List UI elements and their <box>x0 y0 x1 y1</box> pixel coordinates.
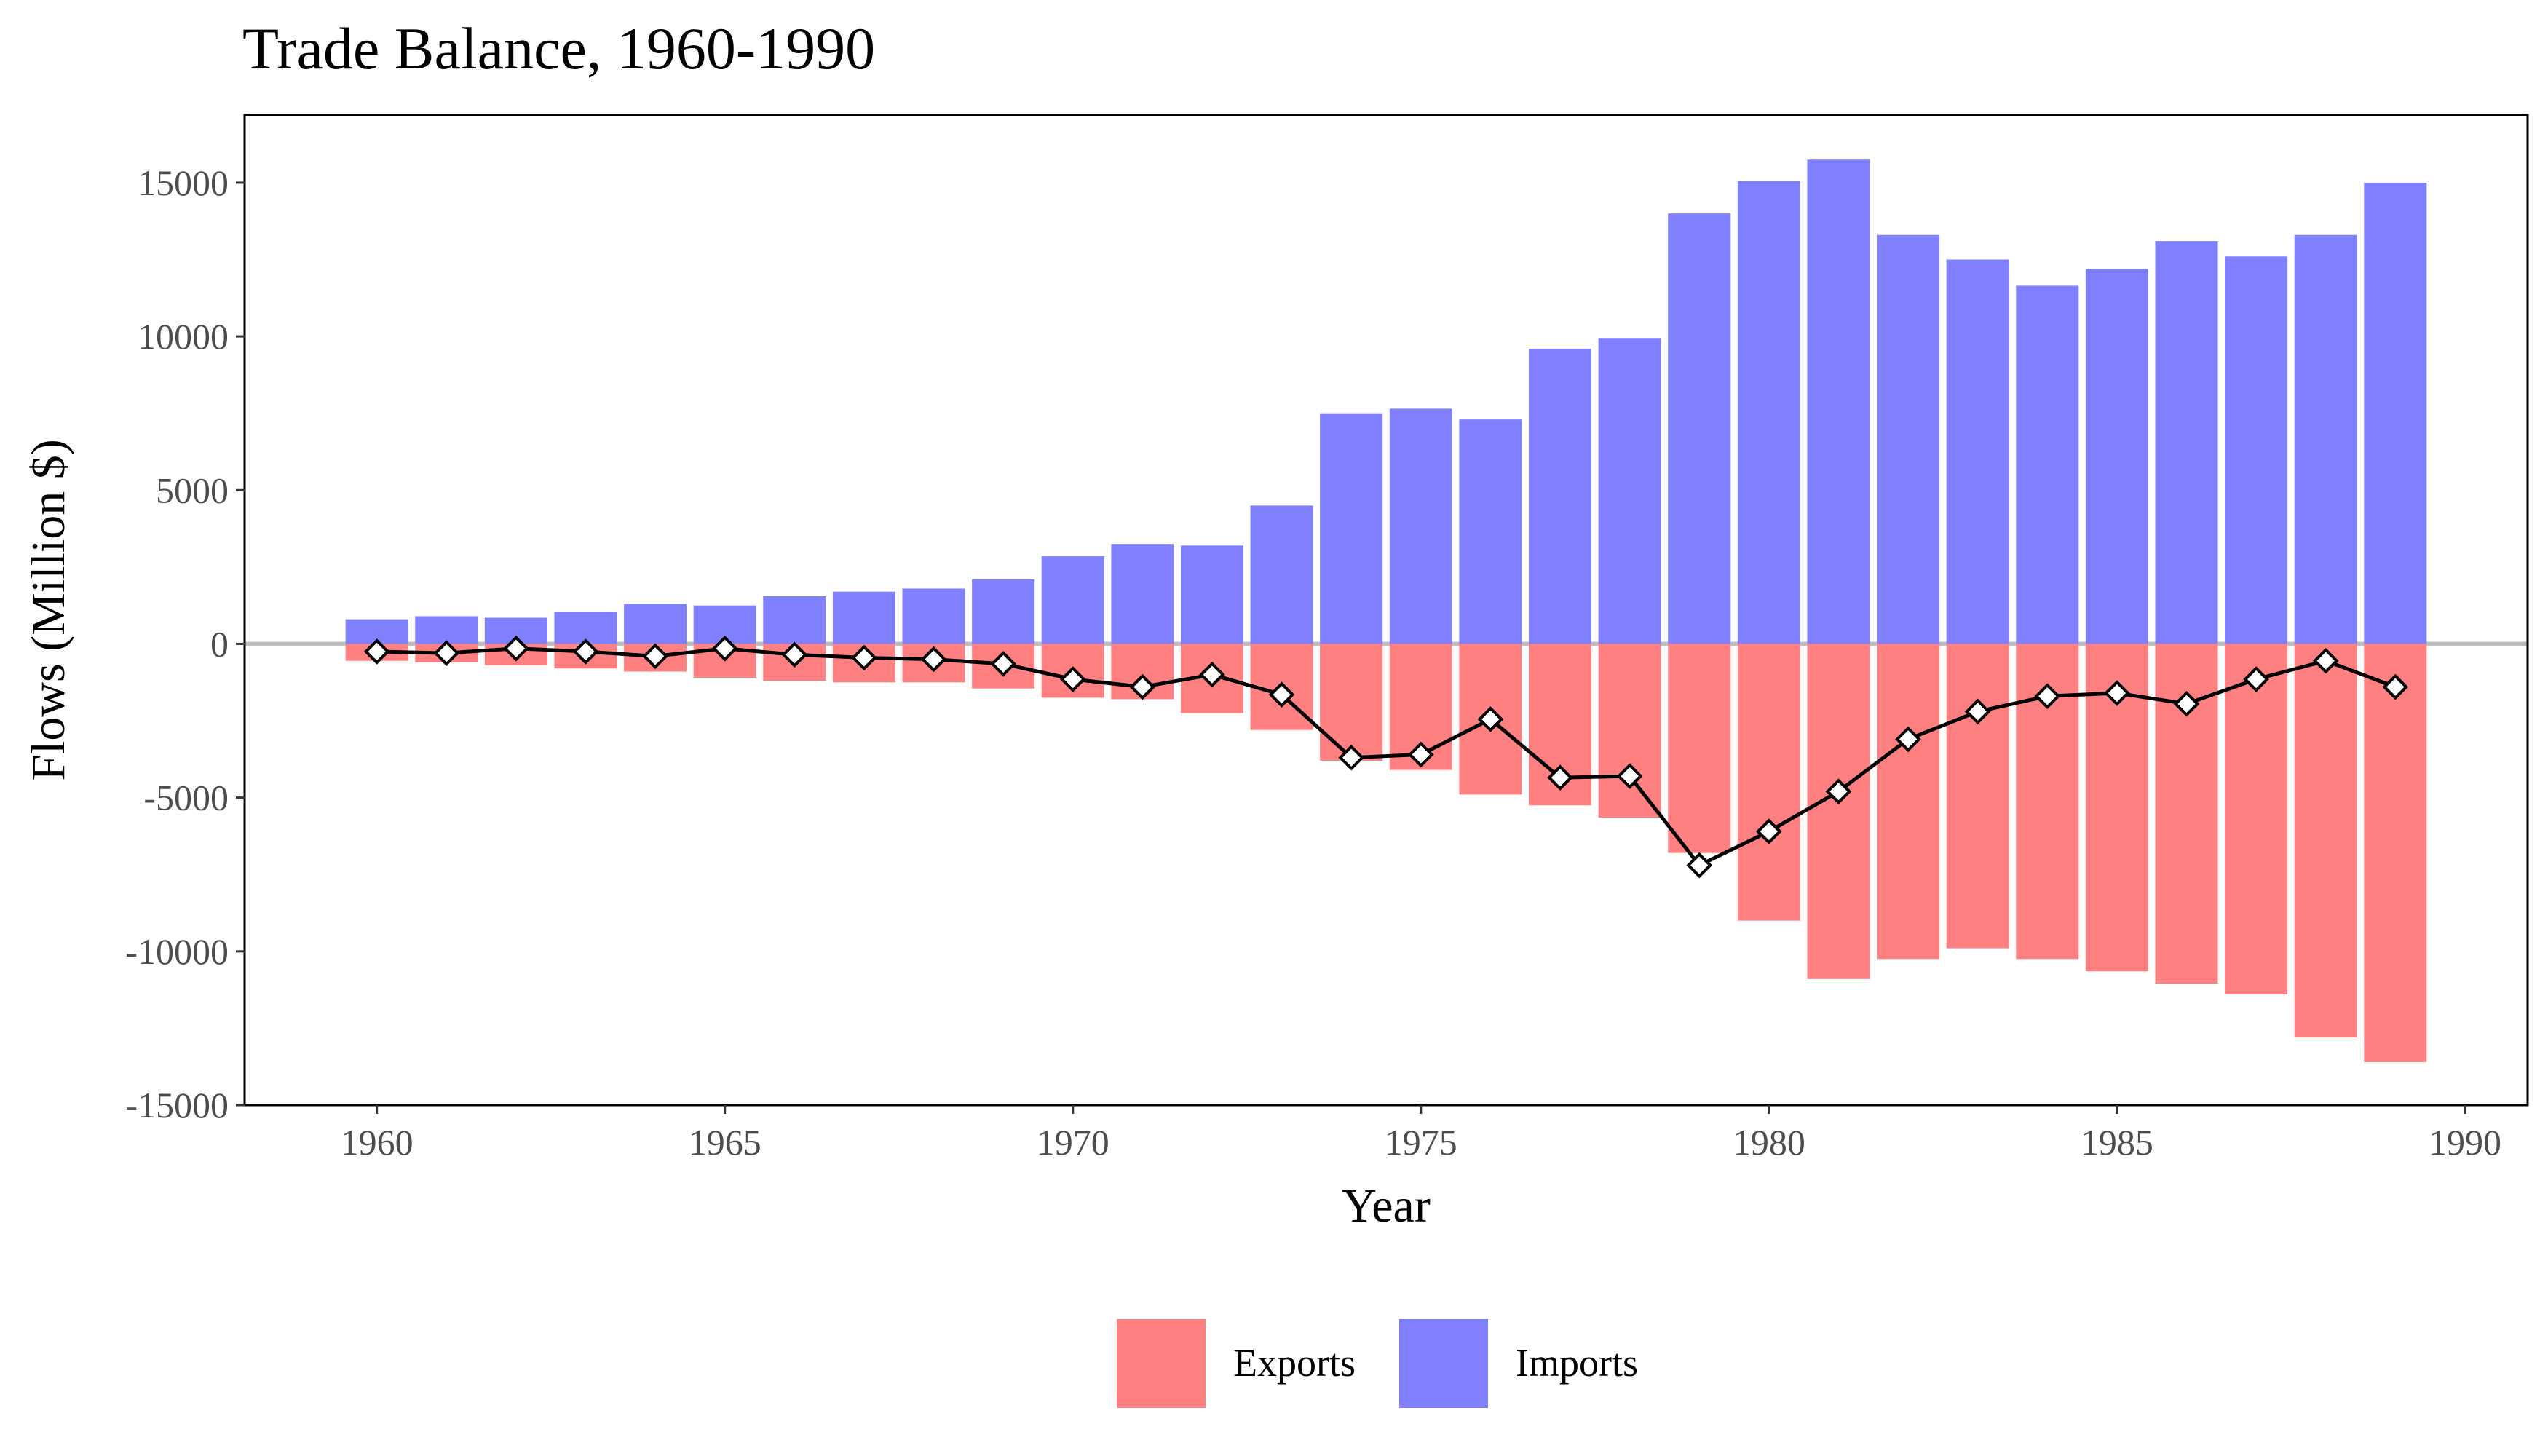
balance-point-1967 <box>851 644 877 671</box>
imports-bar-1988 <box>2294 234 2357 644</box>
exports-bar-1981 <box>1807 644 1870 979</box>
balance-point-1964 <box>642 643 668 670</box>
y-axis-title: Flows (Million $) <box>22 439 75 780</box>
legend: Exports Imports <box>1117 1319 1638 1408</box>
exports-bar-1988 <box>2294 644 2357 1038</box>
imports-bar-1978 <box>1598 338 1661 644</box>
imports-bar-1963 <box>554 612 617 644</box>
balance-point-1978 <box>1616 763 1643 789</box>
balance-point-1984 <box>2034 683 2061 710</box>
balance-point-1965 <box>711 635 738 662</box>
balance-point-1960 <box>363 638 390 665</box>
balance-point-1981 <box>1825 778 1852 805</box>
imports-bar-1974 <box>1320 413 1383 644</box>
panel-border <box>243 114 2529 1107</box>
y-axis: -15000 -10000 -5000 0 5000 10000 15000 <box>125 162 245 1125</box>
imports-bar-1987 <box>2225 256 2288 644</box>
legend-key-exports <box>1117 1319 1206 1408</box>
exports-bar-1989 <box>2364 644 2427 1062</box>
imports-bar-1973 <box>1250 505 1313 644</box>
exports-bar-1983 <box>1946 644 2009 949</box>
y-tick-label: 10000 <box>138 316 229 357</box>
x-axis: 1960 1965 1970 1975 1980 1985 1990 <box>341 1105 2501 1163</box>
imports-bar-1976 <box>1459 419 1522 644</box>
imports-bar-1985 <box>2085 269 2148 644</box>
balance-point-1979 <box>1686 852 1713 879</box>
balance-point-1986 <box>2173 690 2200 717</box>
balance-point-1968 <box>920 646 947 673</box>
balance-point-1974 <box>1338 744 1365 771</box>
balance-point-1987 <box>2243 666 2269 692</box>
balance-markers <box>363 635 2409 879</box>
plot-area <box>243 114 2529 1107</box>
y-tick-label: -15000 <box>125 1085 229 1125</box>
balance-point-1977 <box>1547 764 1573 791</box>
imports-bar-1975 <box>1389 408 1452 644</box>
balance-point-1971 <box>1129 673 1156 700</box>
balance-point-1982 <box>1895 726 1921 753</box>
imports-bar-1977 <box>1529 348 1592 644</box>
imports-bars <box>345 159 2427 644</box>
balance-point-1988 <box>2312 647 2339 674</box>
imports-bar-1989 <box>2364 182 2427 644</box>
exports-bar-1980 <box>1737 644 1800 921</box>
legend-key-imports <box>1399 1319 1488 1408</box>
balance-point-1980 <box>1756 818 1782 844</box>
imports-bar-1968 <box>902 588 965 644</box>
y-tick-label: 5000 <box>156 470 229 510</box>
y-tick-label: 0 <box>210 623 229 664</box>
imports-bar-1981 <box>1807 159 1870 644</box>
x-tick-label: 1960 <box>341 1122 414 1163</box>
imports-bar-1966 <box>763 596 826 644</box>
balance-point-1983 <box>1964 698 1991 725</box>
imports-bar-1979 <box>1668 213 1731 644</box>
imports-bar-1984 <box>2016 285 2079 644</box>
x-axis-title: Year <box>1342 1179 1431 1233</box>
imports-bar-1980 <box>1737 181 1800 644</box>
imports-bar-1967 <box>832 591 895 644</box>
balance-point-1985 <box>2104 680 2130 706</box>
y-tick-label: 15000 <box>138 162 229 203</box>
x-tick-label: 1970 <box>1037 1122 1109 1163</box>
exports-bar-1987 <box>2225 644 2288 994</box>
legend-label-exports: Exports <box>1233 1341 1356 1385</box>
exports-bar-1982 <box>1877 644 1940 960</box>
x-tick-label: 1985 <box>2081 1122 2153 1163</box>
imports-bar-1986 <box>2155 241 2218 644</box>
imports-bar-1961 <box>415 616 478 644</box>
exports-bar-1979 <box>1668 644 1731 853</box>
balance-point-1969 <box>990 651 1016 677</box>
y-tick-label: -5000 <box>143 778 229 818</box>
balance-point-1972 <box>1199 661 1225 688</box>
imports-bar-1972 <box>1180 545 1243 644</box>
y-tick-label: -10000 <box>125 931 229 972</box>
imports-bar-1971 <box>1111 544 1174 644</box>
balance-point-1970 <box>1059 666 1086 692</box>
x-tick-label: 1980 <box>1733 1122 1805 1163</box>
x-tick-label: 1990 <box>2429 1122 2501 1163</box>
imports-bar-1964 <box>624 604 687 644</box>
balance-point-1962 <box>503 635 529 662</box>
imports-bar-1970 <box>1041 556 1104 644</box>
balance-point-1973 <box>1268 681 1295 708</box>
imports-bar-1983 <box>1946 259 2009 644</box>
balance-point-1975 <box>1407 741 1434 768</box>
legend-label-imports: Imports <box>1516 1341 1638 1385</box>
balance-point-1976 <box>1477 706 1504 732</box>
exports-bar-1974 <box>1320 644 1383 761</box>
x-tick-label: 1975 <box>1385 1122 1457 1163</box>
balance-point-1963 <box>572 638 599 665</box>
exports-bar-1978 <box>1598 644 1661 818</box>
balance-point-1966 <box>781 641 808 668</box>
balance-point-1989 <box>2382 673 2409 700</box>
balance-point-1961 <box>433 640 460 666</box>
imports-bar-1969 <box>972 579 1035 644</box>
imports-bar-1982 <box>1877 234 1940 644</box>
chart-title: Trade Balance, 1960-1990 <box>242 15 875 82</box>
x-tick-label: 1965 <box>689 1122 761 1163</box>
